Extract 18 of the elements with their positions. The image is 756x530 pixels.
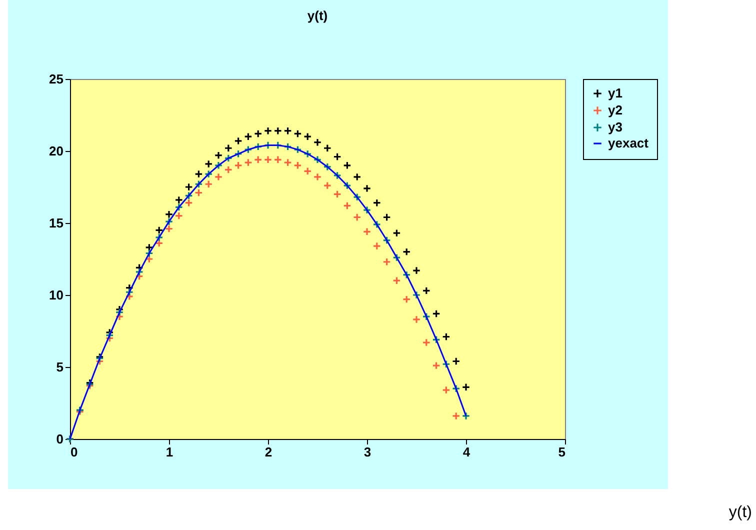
- y-tick-label: 5: [56, 360, 64, 374]
- legend-label: y3: [608, 120, 622, 134]
- legend-label: yexact: [608, 136, 650, 150]
- y-tick-label: 20: [49, 144, 64, 158]
- y-tick-label: 15: [49, 216, 64, 230]
- y-tick-label: 10: [49, 288, 64, 302]
- legend-label: y2: [608, 102, 622, 118]
- text: y(t): [728, 504, 752, 522]
- x-tick-label: 1: [166, 444, 174, 460]
- chart-title: y(t): [307, 8, 328, 23]
- y-tick-label: 25: [49, 72, 64, 86]
- x-tick-label: 4: [462, 444, 471, 460]
- y-tick-label: 0: [56, 432, 64, 446]
- x-tick-label: 2: [264, 444, 272, 460]
- x-tick-label: 0: [70, 444, 78, 460]
- legend-label: y1: [608, 86, 622, 100]
- x-tick-label: 3: [364, 444, 372, 460]
- x-tick-label: 5: [558, 444, 566, 460]
